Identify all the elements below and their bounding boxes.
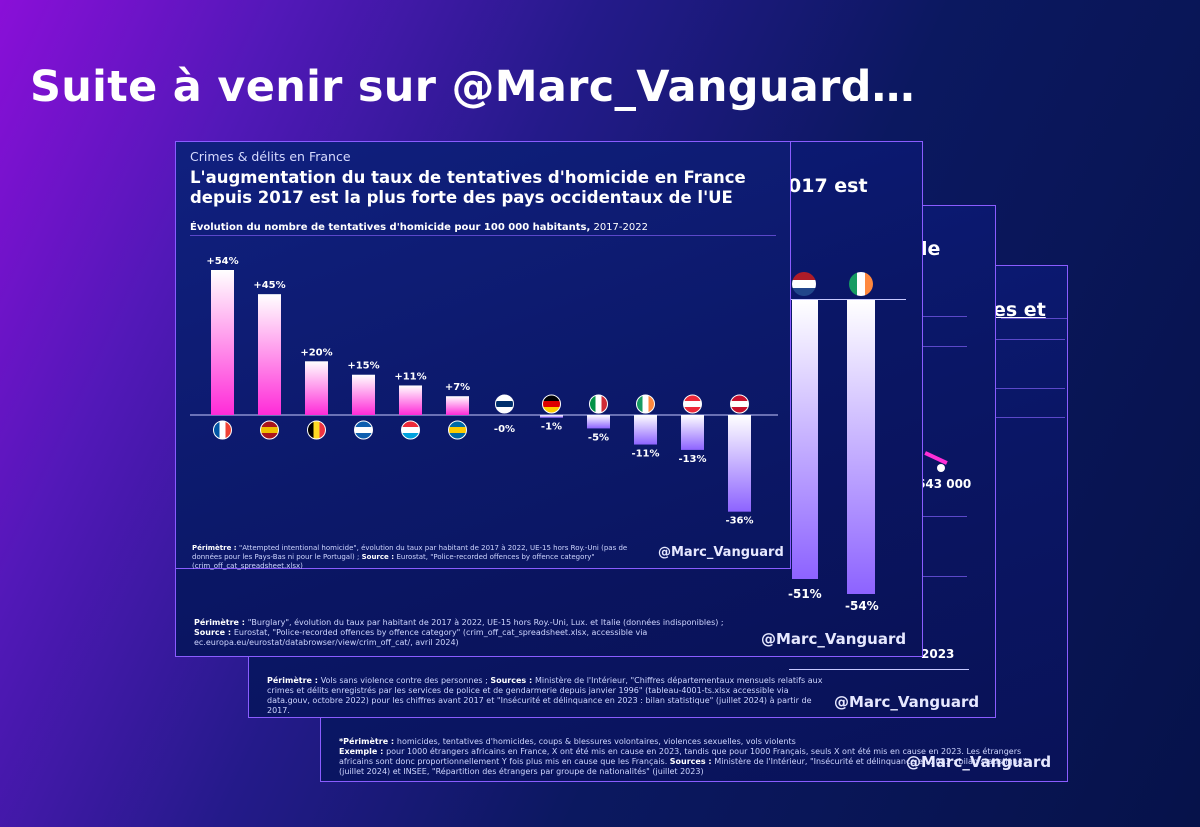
bar-label-autriche: -13% [678, 454, 706, 465]
bar-label-irlande: -11% [631, 449, 659, 460]
bar-label-italie: -5% [588, 432, 609, 443]
bar-label-belgique: +20% [300, 347, 332, 358]
bar-italie [587, 415, 610, 429]
bar-france [211, 270, 234, 415]
bar-belgique [305, 361, 328, 415]
headline: Suite à venir sur @Marc_Vanguard… [30, 62, 915, 112]
bar-label-grece: +15% [347, 361, 379, 372]
flag-espagne-icon [260, 420, 279, 440]
bar-suede [446, 396, 469, 415]
card2-handle: @Marc_Vanguard [761, 630, 907, 648]
flag-italie-icon [589, 394, 608, 414]
card2-bar-label-2: -54% [845, 599, 879, 613]
flag-finlande-icon [495, 394, 514, 414]
card1-category: Crimes & délits en France [190, 149, 351, 164]
bar-label-danemark: -36% [725, 516, 753, 527]
bar-label-allemagne: -1% [541, 422, 562, 433]
bar-grece [352, 374, 375, 415]
card4-title-fragment: es et [993, 299, 1046, 321]
flag-grece-icon [354, 420, 373, 440]
bar-label-suede: +7% [445, 382, 470, 393]
bar-irlande [634, 415, 657, 445]
bar-label-finlande: -0% [494, 424, 515, 435]
bar-autriche [681, 415, 704, 450]
bar-label-france: +54% [206, 256, 238, 267]
slide-card-1: Crimes & délits en France L'augmentation… [175, 141, 791, 570]
card3-year-label: 2023 [921, 647, 955, 661]
flag-autriche-icon [683, 394, 702, 414]
bar-label-luxembourg: +11% [394, 371, 426, 382]
ireland-flag-icon [849, 272, 873, 296]
bar-chart: +54% +45% +20% +15% +11% +7% -0% -1% -5% -11% -13%… [190, 256, 778, 527]
bar-label-espagne: +45% [253, 280, 285, 291]
card3-line-segment [924, 451, 948, 465]
card3-line-point [937, 464, 945, 472]
flag-belgique-icon [307, 420, 326, 440]
flag-danemark-icon [730, 394, 749, 414]
card2-bar-ireland [847, 300, 875, 594]
card3-title-fragment: le [921, 238, 941, 260]
flag-allemagne-icon [542, 394, 561, 414]
bar-allemagne [540, 415, 563, 418]
netherlands-flag-icon [792, 272, 816, 296]
card1-subtitle: Évolution du nombre de tentatives d'homi… [190, 222, 648, 233]
card2-footnotes: Périmètre : "Burglary", évolution du tau… [194, 618, 724, 647]
card1-handle: @Marc_Vanguard [658, 545, 784, 560]
bar-luxembourg [399, 385, 422, 415]
flag-suede-icon [448, 420, 467, 440]
flag-france-icon [213, 420, 232, 440]
bar-espagne [258, 294, 281, 415]
card3-footnotes: Périmètre : Vols sans violence contre de… [267, 676, 823, 715]
bar-danemark [728, 415, 751, 512]
card2-bar-label-1: -51% [788, 587, 822, 601]
card3-handle: @Marc_Vanguard [834, 693, 980, 711]
card4-handle: @Marc_Vanguard [906, 753, 1052, 771]
card4-footnotes: *Périmètre : homicides, tentatives d'hom… [339, 737, 1027, 776]
flag-luxembourg-icon [401, 420, 420, 440]
card1-footnotes: Périmètre : "Attempted intentional homic… [192, 544, 628, 570]
card1-title: L'augmentation du taux de tentatives d'h… [190, 168, 746, 207]
card2-bar-netherlands [792, 300, 818, 579]
flag-irlande-icon [636, 394, 655, 414]
card2-title-fragment: 017 est [788, 175, 868, 197]
card3-value-label: 643 000 [917, 477, 972, 491]
